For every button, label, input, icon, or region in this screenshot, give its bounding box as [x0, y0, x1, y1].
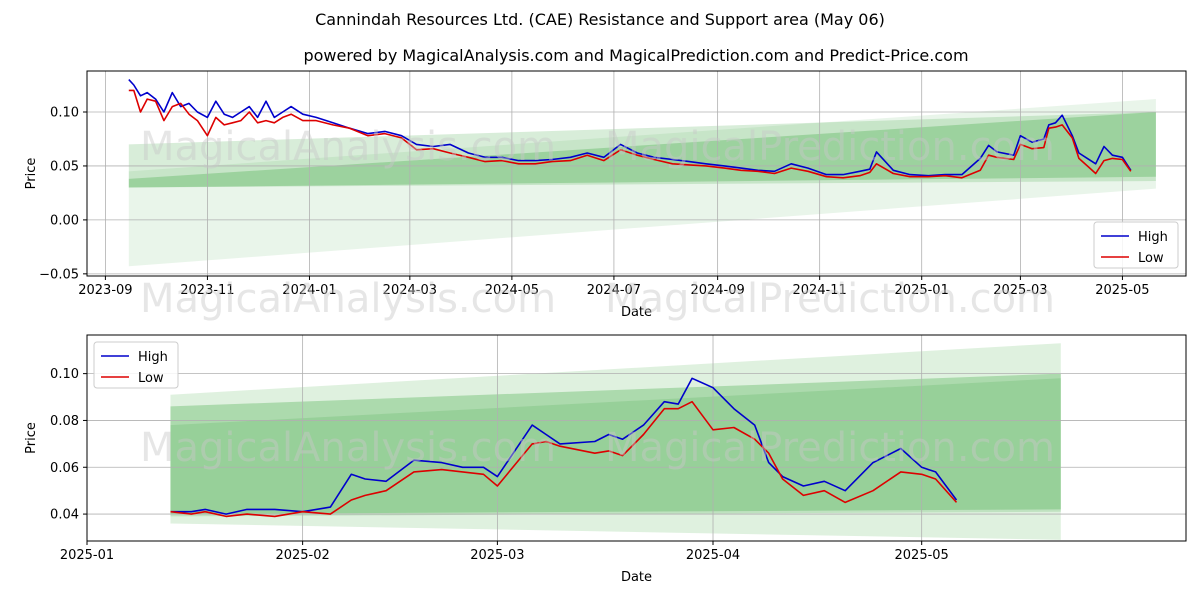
bottom-band-2: [170, 373, 1061, 515]
top-y-tick-label: 0.00: [50, 213, 79, 228]
chart-title: Cannindah Resources Ltd. (CAE) Resistanc…: [315, 10, 885, 29]
top-legend-label-high: High: [1138, 230, 1168, 245]
top-legend-box: [1093, 221, 1179, 269]
bottom-x-tick-label: 2025-02: [275, 548, 329, 563]
top-x-tick-label: 2024-07: [587, 283, 641, 298]
top-x-tick-label: 2023-09: [78, 283, 132, 298]
bottom-series-high-line: [170, 377, 958, 515]
bottom-band-1: [170, 378, 1061, 517]
top-band-0: [128, 99, 1156, 267]
bottom-legend-label-high: High: [138, 350, 168, 365]
top-y-tick-label: −0.05: [39, 267, 79, 282]
watermark-text: MagicalPrediction.com: [605, 124, 1055, 170]
bottom-series-low-line: [170, 400, 958, 518]
bottom-x-axis-label: Date: [621, 570, 652, 585]
top-panel: 2023-09 2023-11 2024-01 2024-03 2024-05 2024-…: [24, 70, 1187, 320]
top-x-tick-label: 2023-11: [180, 283, 234, 298]
top-x-tick-label: 2025-05: [1095, 283, 1149, 298]
bottom-x-tick-label: 2025-01: [60, 548, 114, 563]
bottom-x-tick-label: 2025-04: [686, 548, 740, 563]
bottom-y-tick-label: 0.10: [50, 367, 79, 382]
top-y-tick-label: 0.10: [50, 106, 79, 121]
top-x-tick-label: 2024-05: [485, 283, 539, 298]
bottom-panel: 2025-01 2025-02 2025-03 2025-04 2025-05 0.04 0…: [24, 334, 1187, 585]
top-x-tick-label: 2024-09: [690, 283, 744, 298]
watermark-text: MagicalAnalysis.com: [140, 276, 556, 322]
watermark-text: MagicalAnalysis.com: [140, 124, 556, 170]
bottom-legend-box: [93, 341, 179, 389]
top-x-tick-label: 2025-03: [993, 283, 1047, 298]
top-legend: High Low: [1093, 221, 1179, 269]
watermark-text: MagicalAnalysis.com: [140, 425, 556, 471]
top-band-2: [128, 112, 1156, 188]
watermark-text: MagicalPrediction.com: [605, 425, 1055, 471]
bottom-band-0: [170, 343, 1061, 540]
bottom-y-tick-label: 0.06: [50, 461, 79, 476]
top-y-tick-label: 0.05: [50, 159, 79, 174]
top-band-1: [128, 112, 1156, 188]
bottom-y-tick-label: 0.08: [50, 414, 79, 429]
bottom-y-tick-label: 0.04: [50, 508, 79, 523]
top-series-low-line: [128, 89, 1132, 179]
top-x-tick-label: 2025-01: [895, 283, 949, 298]
top-legend-label-low: Low: [1138, 251, 1164, 266]
top-y-axis-label: Price: [24, 158, 39, 190]
chart-subtitle: powered by MagicalAnalysis.com and Magic…: [303, 46, 968, 65]
bottom-y-axis-label: Price: [24, 422, 39, 454]
top-x-tick-label: 2024-01: [282, 283, 336, 298]
top-plot-frame: [86, 70, 1187, 277]
bottom-plot-frame: [86, 334, 1187, 542]
bottom-legend-label-low: Low: [138, 371, 164, 386]
bottom-x-tick-label: 2025-05: [895, 548, 949, 563]
top-series-high-line: [128, 79, 1132, 177]
bottom-x-tick-label: 2025-03: [470, 548, 524, 563]
top-x-axis-label: Date: [621, 305, 652, 320]
bottom-legend: High Low: [93, 341, 179, 389]
watermark-layer: MagicalAnalysis.com MagicalPrediction.com…: [140, 124, 1055, 471]
top-x-tick-label: 2024-11: [793, 283, 847, 298]
top-x-tick-label: 2024-03: [383, 283, 437, 298]
watermark-text: MagicalPrediction.com: [605, 276, 1055, 322]
